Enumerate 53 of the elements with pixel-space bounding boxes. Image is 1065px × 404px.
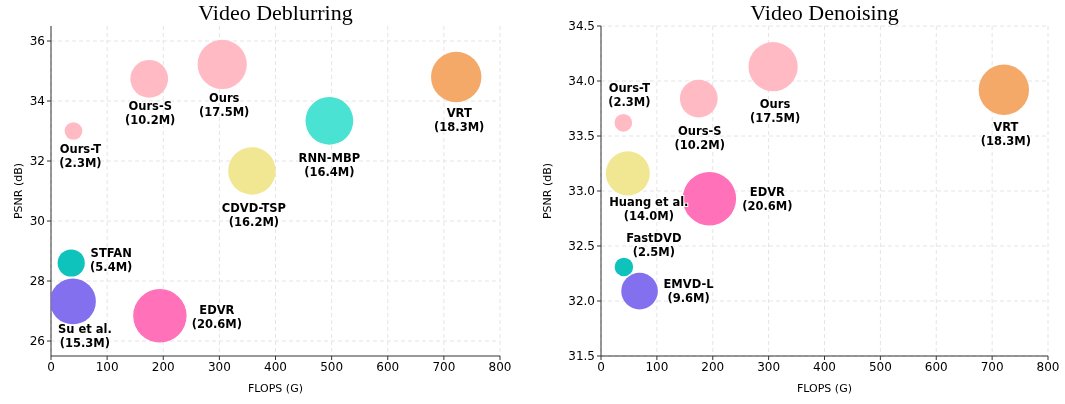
y-axis-title: PSNR (dB) bbox=[540, 162, 554, 220]
series-label: EMVD-L (9.6M) bbox=[663, 276, 715, 305]
series-label: STFAN (5.4M) bbox=[90, 245, 133, 274]
x-tick-label: 700 bbox=[432, 359, 456, 374]
x-tick-label: 300 bbox=[207, 359, 231, 374]
y-tick-label: 31.5 bbox=[568, 349, 595, 364]
series-label: Su et al. (15.3M) bbox=[57, 321, 112, 350]
series-label: RNN-MBP (16.4M) bbox=[298, 150, 361, 179]
y-tick-label: 32.0 bbox=[568, 294, 595, 309]
series-label: Ours-S (10.2M) bbox=[674, 123, 725, 152]
series-label: VRT (18.3M) bbox=[434, 105, 485, 134]
x-axis-title: FLOPS (G) bbox=[797, 382, 852, 395]
series-label: Ours-T (2.3M) bbox=[59, 141, 102, 170]
x-tick-label: 100 bbox=[95, 359, 119, 374]
series-label: VRT (18.3M) bbox=[980, 119, 1032, 148]
x-tick-label: 400 bbox=[813, 359, 836, 374]
y-axis-title: PSNR (dB) bbox=[11, 162, 25, 220]
series-label: Ours-S (10.2M) bbox=[125, 98, 176, 127]
series-label: Ours-T (2.3M) bbox=[608, 80, 651, 109]
x-tick-label: 600 bbox=[376, 359, 400, 374]
series-label: EDVR (20.6M) bbox=[742, 184, 793, 213]
y-tick-label: 34.5 bbox=[568, 19, 595, 34]
x-tick-label: 600 bbox=[924, 359, 948, 374]
y-tick-label: 33.0 bbox=[568, 184, 595, 199]
x-tick-label: 300 bbox=[757, 359, 781, 374]
y-tick-label: 32.5 bbox=[568, 239, 595, 254]
x-tick-label: 100 bbox=[645, 359, 669, 374]
x-tick-label: 400 bbox=[264, 359, 287, 374]
series-label: FastDVD (2.5M) bbox=[626, 230, 682, 259]
x-tick-label: 200 bbox=[701, 359, 725, 374]
y-tick-label: 36 bbox=[29, 34, 45, 49]
x-axis-title: FLOPS (G) bbox=[248, 382, 303, 395]
y-tick-label: 30 bbox=[29, 214, 45, 229]
x-tick-label: 500 bbox=[868, 359, 892, 374]
series-label: Ours (17.5M) bbox=[749, 96, 801, 125]
y-tick-label: 33.5 bbox=[568, 129, 595, 144]
x-tick-label: 0 bbox=[47, 359, 55, 374]
y-tick-label: 32 bbox=[29, 154, 45, 169]
x-tick-label: 200 bbox=[151, 359, 175, 374]
x-tick-label: 500 bbox=[320, 359, 344, 374]
x-tick-label: 0 bbox=[597, 359, 605, 374]
y-tick-label: 34.0 bbox=[568, 74, 595, 89]
series-label: EDVR (20.6M) bbox=[191, 302, 243, 331]
x-tick-label: 800 bbox=[1036, 359, 1060, 374]
series-label: Ours (17.5M) bbox=[199, 90, 250, 119]
x-tick-label: 700 bbox=[980, 359, 1004, 374]
chart-title: Video Deblurring bbox=[198, 0, 353, 25]
y-tick-label: 34 bbox=[29, 94, 45, 109]
chart-title: Video Denoising bbox=[750, 0, 899, 25]
x-tick-label: 800 bbox=[488, 359, 512, 374]
y-tick-label: 26 bbox=[29, 334, 45, 349]
series-label: CDVD-TSP (16.2M) bbox=[221, 200, 287, 229]
y-tick-label: 28 bbox=[29, 274, 45, 289]
